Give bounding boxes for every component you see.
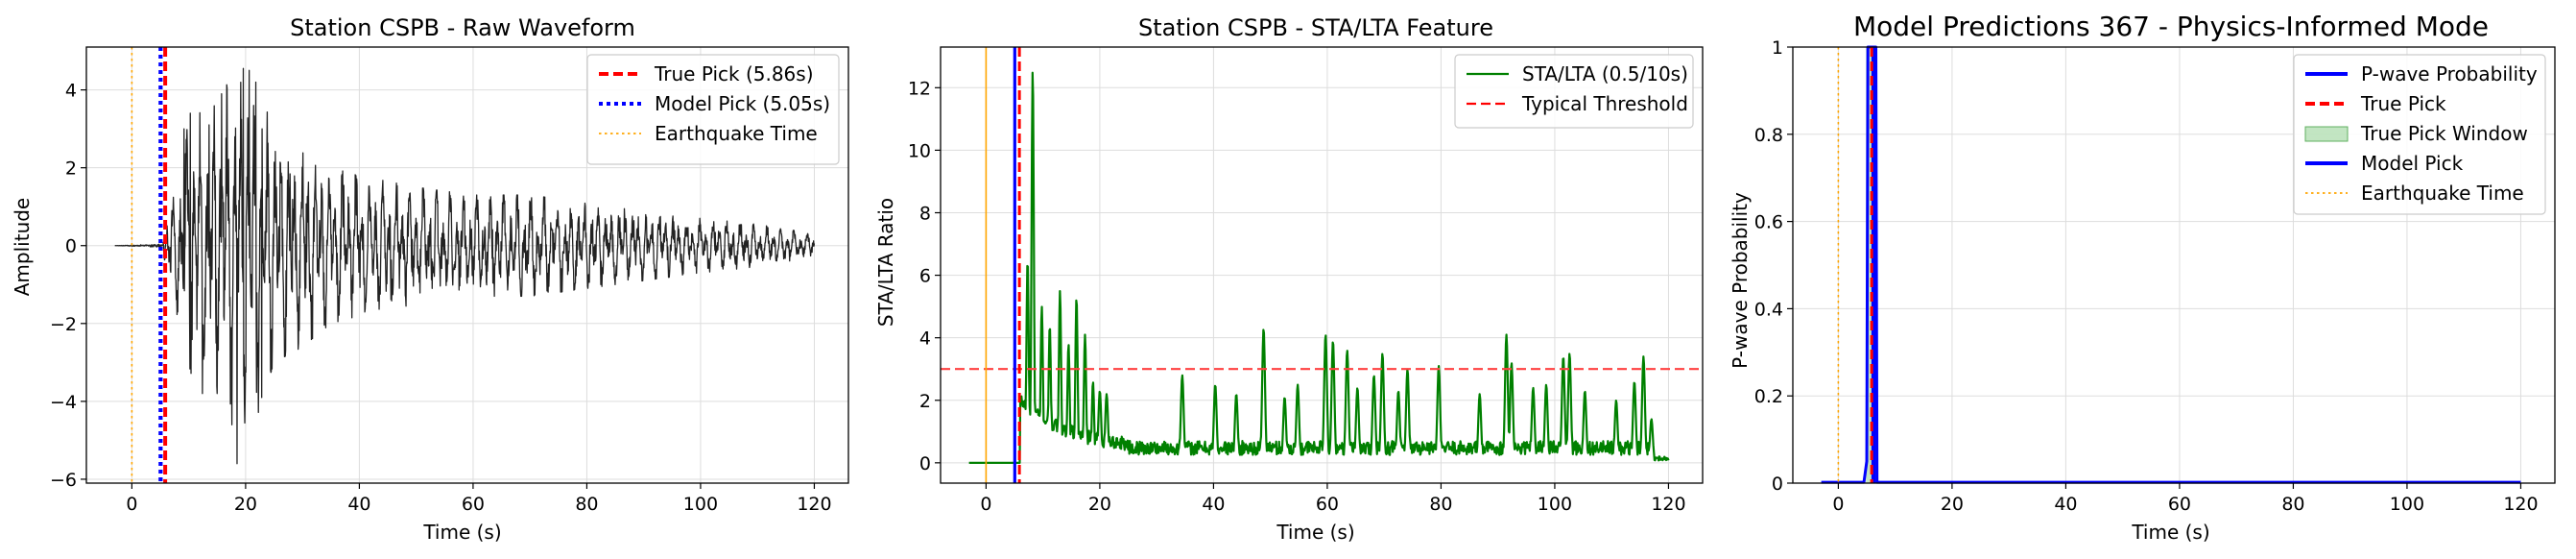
prediction-x-tick-label: 120 [2503, 494, 2538, 515]
stalta-legend: STA/LTA (0.5/10s) Typical Threshold [1454, 54, 1694, 129]
stalta-x-tick-label: 20 [1088, 494, 1111, 515]
waveform-legend-label: Model Pick (5.05s) [655, 92, 830, 115]
stalta-x-tick-label: 100 [1538, 494, 1572, 515]
prediction-legend-label: True Pick Window [2360, 122, 2528, 145]
waveform-x-tick-label: 0 [126, 494, 137, 515]
prediction-axes-frame [1792, 46, 2556, 484]
waveform-title: Station CSPB - Raw Waveform [290, 14, 635, 41]
waveform-xlabel: Time (s) [422, 521, 501, 544]
prediction-legend: P-wave Probability True Pick True Pick Win… [2293, 54, 2546, 215]
prediction-legend-label: Model Pick [2361, 152, 2464, 175]
stalta-legend-label: Typical Threshold [1521, 92, 1688, 115]
waveform-x-tick-label: 20 [234, 494, 257, 515]
stalta-axes-frame [940, 46, 1704, 484]
waveform-legend: True Pick (5.86s) Model Pick (5.05s) Earth… [586, 54, 840, 165]
stalta-y-tick-label: 10 [908, 140, 931, 161]
stalta-y-tick-label: 8 [919, 203, 931, 224]
stalta-y-tick-label: 0 [919, 453, 931, 474]
prediction-y-tick-label: 0.8 [1754, 125, 1783, 146]
waveform-legend-label: True Pick (5.86s) [654, 62, 814, 85]
prediction-legend-frame [2293, 54, 2546, 215]
prediction-legend-swatch [2304, 126, 2349, 142]
prediction-legend-label: True Pick [2360, 92, 2446, 115]
waveform-y-tick-label: −6 [50, 470, 77, 491]
prediction-ylabel: P-wave Probability [1729, 192, 1752, 369]
waveform-series [114, 67, 816, 465]
prediction-panel: Model Predictions 367 - Physics-Informed… [1729, 11, 2556, 544]
waveform-y-tick-label: −4 [50, 392, 77, 413]
prediction-y-tick-label: 0.4 [1754, 299, 1783, 320]
stalta-x-tick-label: 60 [1316, 494, 1339, 515]
stalta-x-tick-label: 0 [980, 494, 991, 515]
stalta-x-tick-label: 120 [1651, 494, 1685, 515]
stalta-legend-label: STA/LTA (0.5/10s) [1522, 62, 1688, 85]
prediction-title: Model Predictions 367 - Physics-Informed… [1853, 11, 2489, 42]
prediction-xlabel: Time (s) [2131, 521, 2209, 544]
stalta-y-tick-label: 12 [908, 78, 931, 99]
stalta-xlabel: Time (s) [1276, 521, 1354, 544]
waveform-legend-label: Earthquake Time [655, 122, 818, 145]
stalta-y-tick-label: 2 [919, 391, 931, 412]
prediction-y-tick-label: 0 [1772, 474, 1783, 495]
prediction-y-tick-label: 0.2 [1754, 386, 1783, 407]
waveform-series-line [114, 67, 816, 465]
waveform-x-tick-label: 100 [683, 494, 718, 515]
waveform-x-tick-label: 120 [797, 494, 831, 515]
stalta-y-tick-label: 4 [919, 328, 931, 350]
stalta-title: Station CSPB - STA/LTA Feature [1138, 14, 1493, 41]
waveform-axes-frame [85, 46, 849, 484]
stalta-series-line [968, 71, 1670, 464]
prediction-x-tick-label: 0 [1832, 494, 1844, 515]
stalta-grid [941, 47, 1703, 483]
waveform-y-tick-label: −2 [50, 314, 77, 335]
waveform-x-tick-label: 80 [575, 494, 598, 515]
waveform-panel: Station CSPB - Raw Waveform Time (s) Amp… [11, 14, 849, 544]
waveform-x-tick-label: 40 [347, 494, 370, 515]
stalta-panel: Station CSPB - STA/LTA Feature Time (s) … [874, 14, 1704, 544]
stalta-y-tick-label: 6 [919, 266, 931, 287]
waveform-x-tick-label: 60 [462, 494, 485, 515]
prediction-legend-label: Earthquake Time [2361, 182, 2524, 205]
stalta-legend-frame [1454, 54, 1694, 129]
stalta-series [968, 71, 1670, 464]
stalta-ylabel: STA/LTA Ratio [874, 198, 897, 327]
waveform-legend-frame [586, 54, 840, 165]
prediction-legend-label: P-wave Probability [2361, 62, 2538, 85]
prediction-x-tick-label: 100 [2390, 494, 2424, 515]
prediction-x-tick-label: 20 [1941, 494, 1964, 515]
prediction-x-tick-label: 40 [2054, 494, 2077, 515]
prediction-y-tick-label: 1 [1772, 37, 1783, 59]
waveform-y-tick-label: 4 [65, 81, 77, 102]
waveform-y-tick-label: 2 [65, 158, 77, 180]
prediction-x-tick-label: 80 [2281, 494, 2304, 515]
waveform-ylabel: Amplitude [11, 198, 34, 297]
prediction-y-tick-label: 0.6 [1754, 212, 1783, 233]
prediction-x-tick-label: 60 [2168, 494, 2191, 515]
stalta-x-tick-label: 80 [1429, 494, 1452, 515]
stalta-x-tick-label: 40 [1202, 494, 1225, 515]
waveform-y-tick-label: 0 [65, 236, 77, 257]
